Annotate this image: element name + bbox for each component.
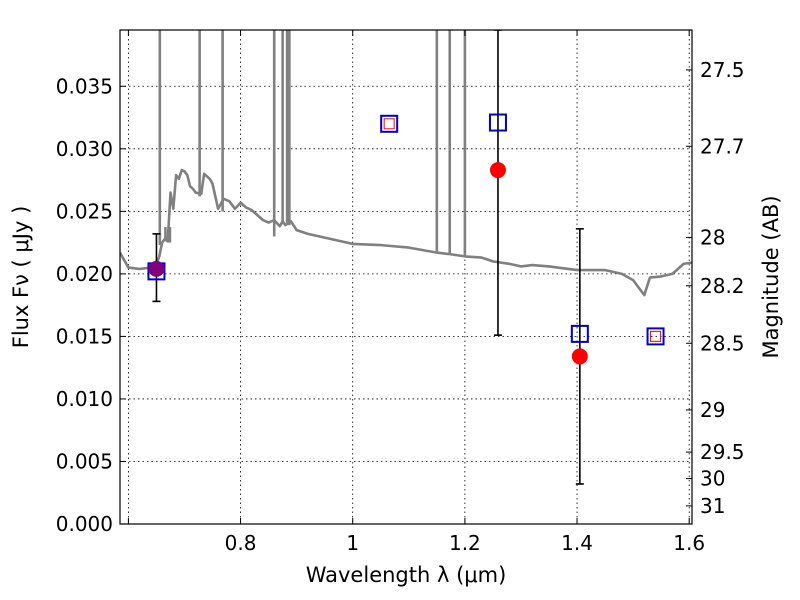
non-detection-square	[650, 330, 662, 342]
y2-tick-label: 27.7	[700, 134, 745, 158]
x-tick-label: 1.2	[449, 531, 481, 555]
y-tick-label: 0.000	[56, 512, 113, 536]
y-tick-label: 0.020	[56, 262, 113, 286]
y2-tick-label: 27.5	[700, 58, 745, 82]
y2-tick-label: 29.5	[700, 440, 745, 464]
y-tick-label: 0.025	[56, 199, 113, 223]
model-photometry-square	[570, 324, 589, 343]
y2-axis-label: Magnitude (AB)	[759, 195, 783, 358]
x-axis-label: Wavelength λ (μm)	[306, 563, 507, 587]
x-tick-label: 0.8	[225, 531, 257, 555]
y-tick-label: 0.035	[56, 74, 113, 98]
observed-flux-point	[571, 348, 588, 365]
observed-flux-point	[148, 260, 165, 277]
plot-frame	[119, 29, 693, 525]
x-tick-label: 1.6	[673, 531, 705, 555]
y2-tick-label: 28.2	[700, 274, 745, 298]
y2-tick-label: 28	[700, 225, 725, 249]
plot-area	[120, 30, 692, 485]
y2-tick-label: 31	[700, 494, 725, 518]
model-photometry-square	[488, 113, 507, 132]
model-photometry-square	[380, 114, 399, 133]
y-axis-label: Flux Fν ( μJy )	[9, 206, 33, 349]
model-photometry-square	[646, 327, 665, 346]
y-tick-label: 0.015	[56, 324, 113, 348]
observed-flux-point	[489, 162, 506, 179]
x-tick-label: 1	[346, 531, 359, 555]
model-spectrum-line	[120, 168, 692, 297]
x-tick-label: 1.4	[561, 531, 593, 555]
y-tick-label: 0.010	[56, 387, 113, 411]
axes: 0.8 1 1.2 1.4 1.6 0.000 0.005 0.010 0.015 0.020 0.…	[56, 30, 745, 555]
y2-tick-label: 28.5	[700, 331, 745, 355]
y2-tick-label: 29	[700, 398, 725, 422]
y2-tick-label: 30	[700, 467, 725, 491]
y-tick-label: 0.030	[56, 137, 113, 161]
y-tick-label: 0.005	[56, 449, 113, 473]
non-detection-square	[383, 118, 395, 130]
